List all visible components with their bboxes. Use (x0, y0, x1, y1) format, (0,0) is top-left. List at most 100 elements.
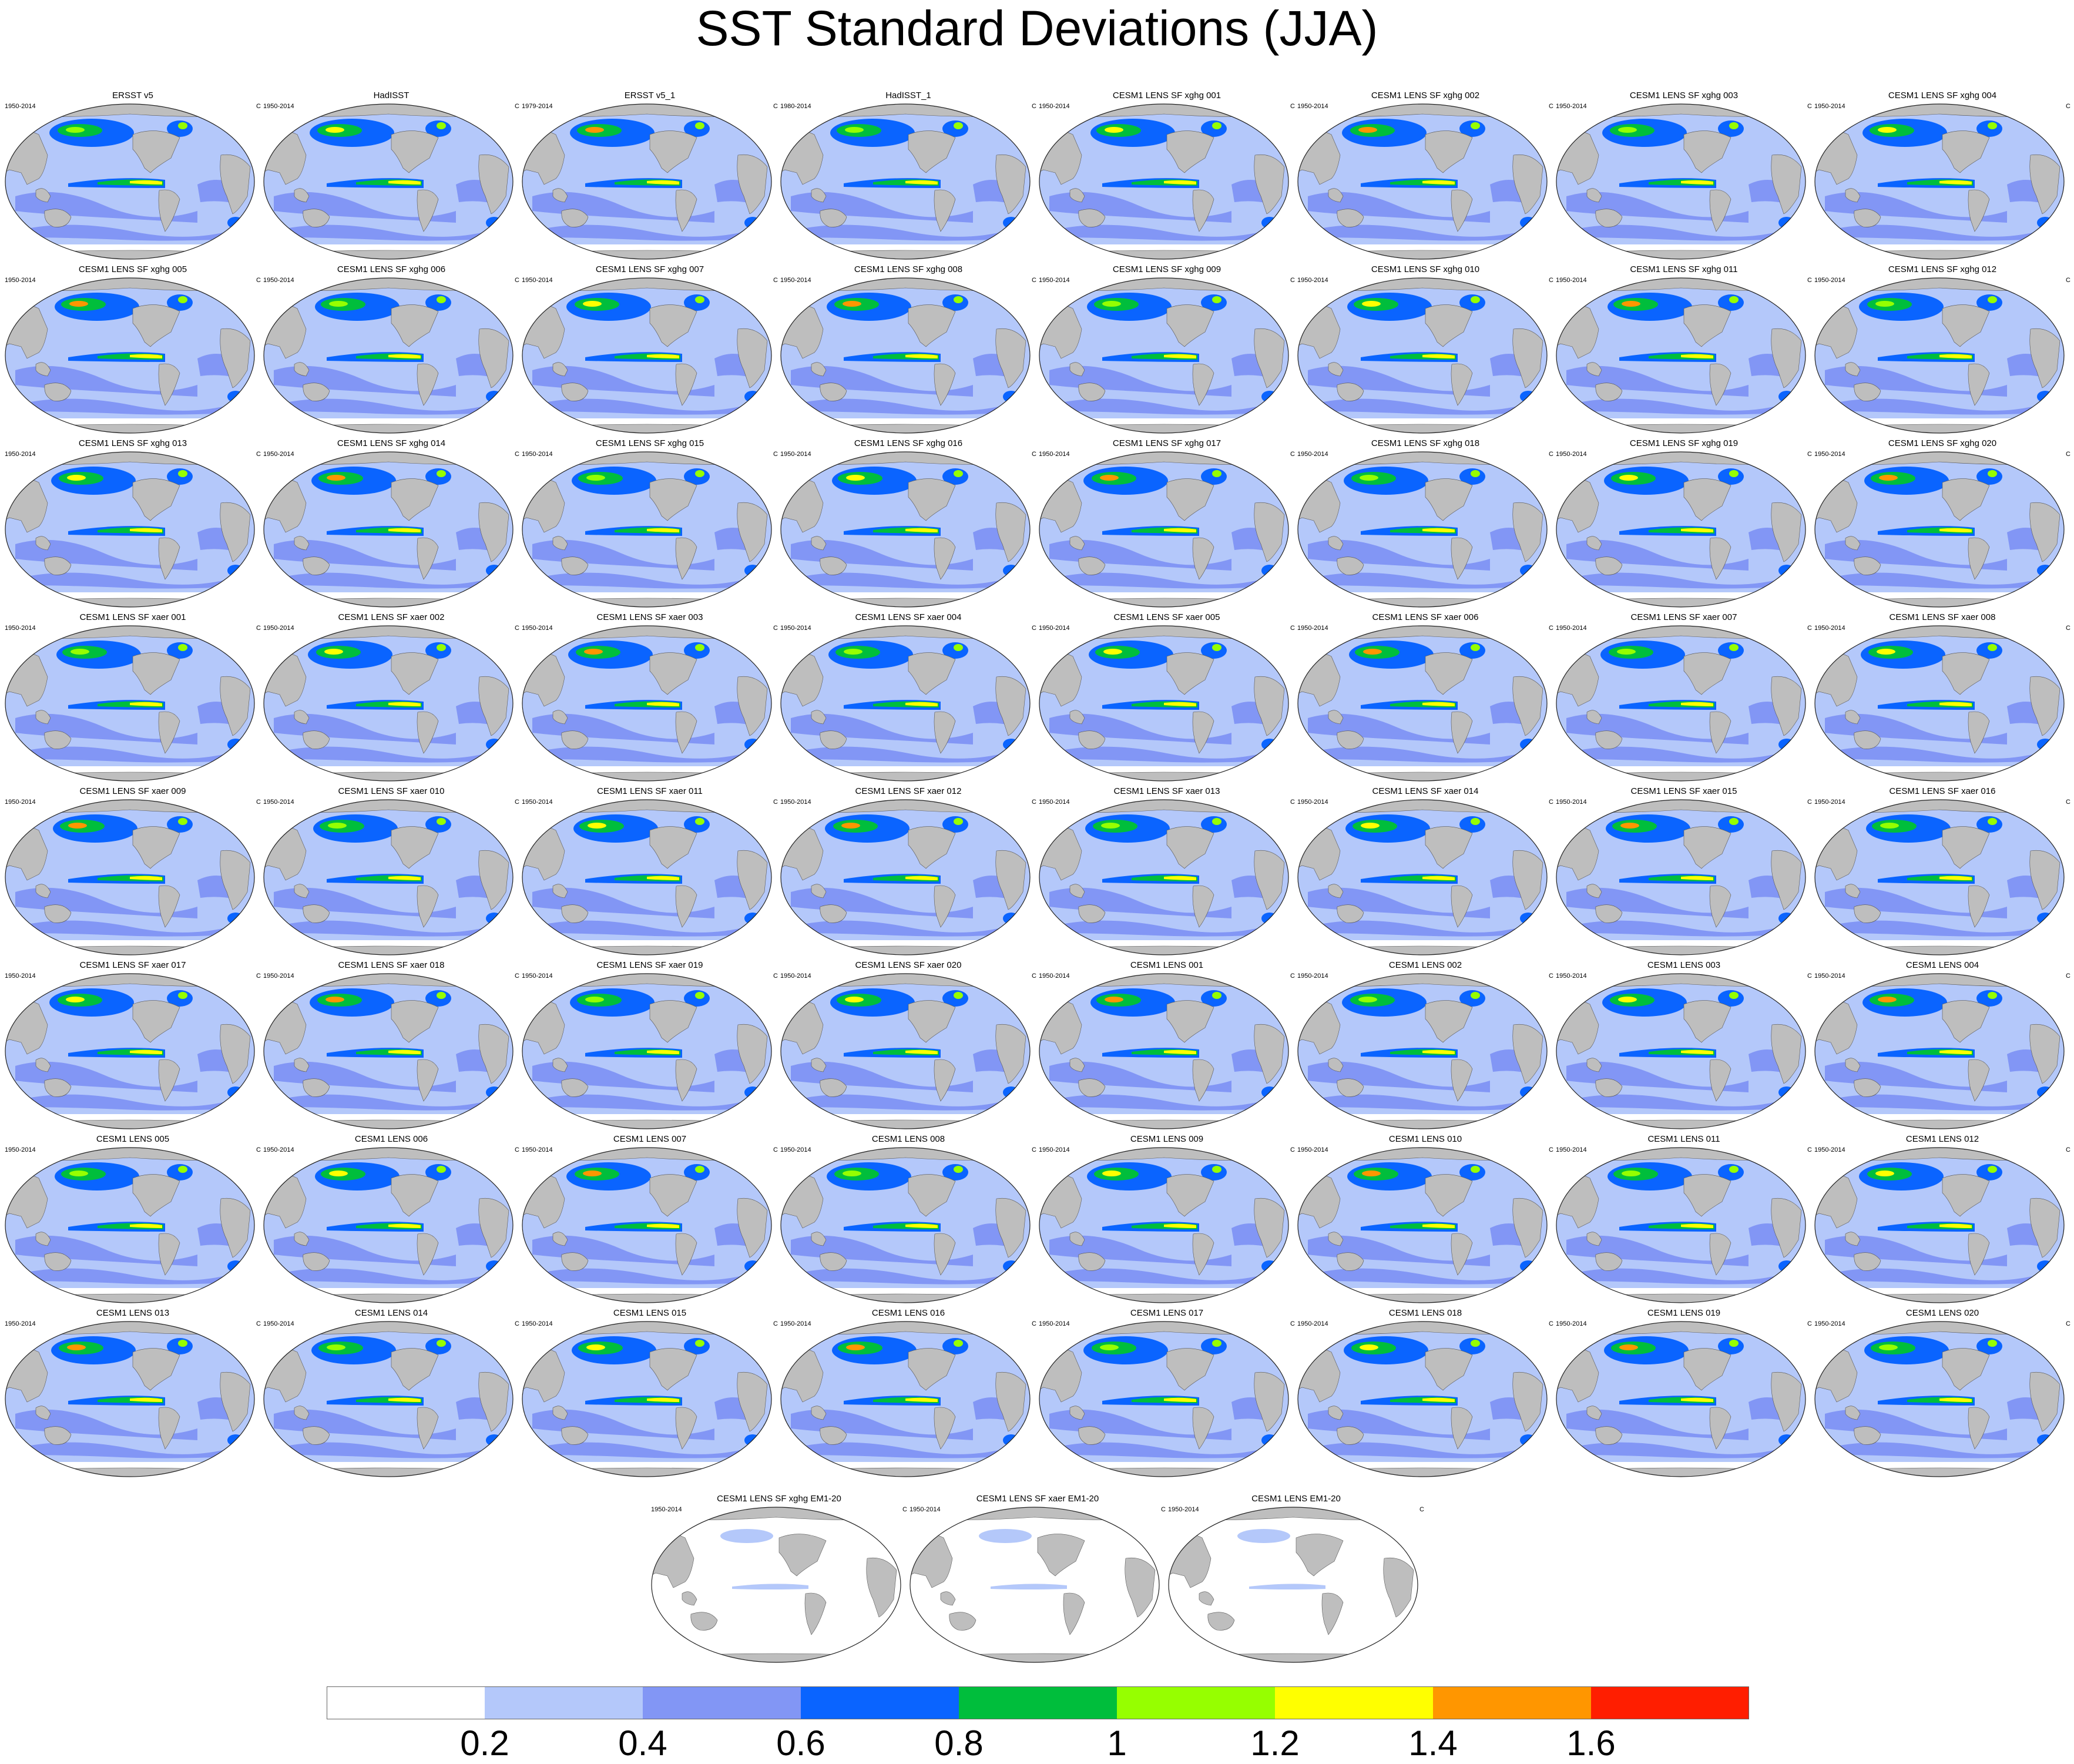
panel-unit: C (1807, 799, 1812, 806)
panel-title: CESM1 LENS SF xaer 008 (1889, 612, 1996, 622)
panel-title: CESM1 LENS 004 (1905, 960, 1979, 970)
panel-title: CESM1 LENS SF xaer 016 (1889, 786, 1996, 796)
sst-map (522, 799, 772, 955)
sst-map (1297, 625, 1548, 782)
map-panel: CESM1 LENS 019 1950-2014 C (1555, 1308, 1813, 1484)
sst-map (1039, 103, 1289, 260)
panel-unit: C (256, 1146, 261, 1153)
panel-years: 1950-2014 (263, 625, 294, 632)
sst-map (1039, 277, 1289, 434)
panel-unit: C (1032, 277, 1036, 284)
sst-map (651, 1507, 901, 1663)
panel-title: CESM1 LENS SF xghg 019 (1629, 438, 1739, 448)
panel-years: 1950-2014 (1039, 972, 1070, 980)
panel-unit: C (773, 277, 778, 284)
panel-unit: C (1161, 1506, 1166, 1513)
map-panel: CESM1 LENS SF xaer 011 1950-2014 C (521, 786, 779, 963)
sst-map (1814, 1321, 2065, 1477)
sst-map (522, 1321, 772, 1477)
panel-title: CESM1 LENS 008 (871, 1134, 945, 1144)
map-panel: CESM1 LENS 002 1950-2014 C (1296, 960, 1555, 1136)
map-panel: CESM1 LENS SF xghg EM1-20 1950-2014 C (650, 1494, 908, 1670)
panel-title: CESM1 LENS 013 (96, 1308, 170, 1318)
colorbar-tick-label: 1.4 (1408, 1723, 1458, 1763)
panel-unit: C (2066, 625, 2070, 632)
panel-title: CESM1 LENS 016 (871, 1308, 945, 1318)
panel-title: CESM1 LENS 001 (1130, 960, 1204, 970)
panel-years: 1950-2014 (1814, 1146, 1845, 1153)
colorbar-tick-label: 0.4 (618, 1723, 667, 1763)
map-panel: CESM1 LENS SF xghg 019 1950-2014 C (1555, 438, 1813, 615)
colorbar-swatch (801, 1686, 959, 1719)
panel-unit: C (515, 972, 519, 980)
panel-unit: C (1032, 1146, 1036, 1153)
panel-years: 1950-2014 (1814, 1320, 1845, 1327)
panel-years: 1950-2014 (1297, 277, 1328, 284)
sst-map (522, 103, 772, 260)
map-panel: CESM1 LENS SF xghg 002 1950-2014 C (1296, 90, 1555, 267)
panel-title: HadISST (373, 90, 410, 100)
panel-title: CESM1 LENS SF xghg EM1-20 (717, 1494, 841, 1504)
panel-unit: C (1549, 103, 1553, 110)
panel-title: CESM1 LENS SF xghg 006 (337, 264, 446, 274)
sst-map (1814, 277, 2065, 434)
sst-map (263, 451, 514, 608)
sst-map (1168, 1507, 1418, 1663)
map-panel: CESM1 LENS 008 1950-2014 C (779, 1134, 1038, 1310)
sst-map (1297, 103, 1548, 260)
panel-years: 1950-2014 (263, 1146, 294, 1153)
panel-title: CESM1 LENS SF xghg 007 (595, 264, 704, 274)
panel-title: CESM1 LENS SF xaer 007 (1630, 612, 1737, 622)
map-panel: CESM1 LENS SF xaer 020 1950-2014 C (779, 960, 1038, 1136)
panel-unit: C (1290, 799, 1295, 806)
panel-unit: C (773, 1320, 778, 1327)
sst-map (1556, 625, 1806, 782)
map-panel: CESM1 LENS SF xaer 010 1950-2014 C (262, 786, 521, 963)
colorbar: 0.2 0.4 0.6 0.8 1 1.2 1.4 1.6 (327, 1686, 1749, 1763)
panel-years: 1950-2014 (522, 1320, 553, 1327)
panel-title: CESM1 LENS 007 (613, 1134, 687, 1144)
panel-unit: C (515, 103, 519, 110)
panel-unit: C (256, 799, 261, 806)
map-panel: CESM1 LENS SF xghg 017 1950-2014 C (1038, 438, 1296, 615)
sst-map (263, 1147, 514, 1303)
panel-unit: C (1032, 103, 1036, 110)
panel-title: CESM1 LENS SF xaer 002 (338, 612, 445, 622)
panel-years: 1950-2014 (5, 277, 36, 284)
panel-years: 1950-2014 (5, 625, 36, 632)
map-panel: CESM1 LENS 003 1950-2014 C (1555, 960, 1813, 1136)
map-panel: CESM1 LENS SF xaer 003 1950-2014 C (521, 612, 779, 789)
panel-years: 1950-2014 (1556, 625, 1587, 632)
map-panel: CESM1 LENS SF xghg 015 1950-2014 C (521, 438, 779, 615)
colorbar-swatch (643, 1686, 801, 1719)
colorbar-swatch (327, 1686, 485, 1719)
panel-title: CESM1 LENS SF xaer 001 (79, 612, 186, 622)
colorbar-tick-label: 1.6 (1566, 1723, 1616, 1763)
panel-unit: C (515, 1146, 519, 1153)
map-panel: CESM1 LENS SF xaer 013 1950-2014 C (1038, 786, 1296, 963)
map-panel: CESM1 LENS SF xghg 014 1950-2014 C (262, 438, 521, 615)
panel-years: 1950-2014 (1297, 625, 1328, 632)
map-panel: CESM1 LENS SF xaer EM1-20 1950-2014 C (908, 1494, 1167, 1670)
map-panel: ERSST v5 1950-2014 C (4, 90, 262, 267)
colorbar-frame (327, 1686, 1749, 1719)
panel-title: CESM1 LENS 002 (1388, 960, 1462, 970)
map-panel: CESM1 LENS EM1-20 1950-2014 C (1167, 1494, 1425, 1670)
map-panel: CESM1 LENS SF xghg 020 1950-2014 C (1813, 438, 2072, 615)
map-panel: CESM1 LENS SF xaer 019 1950-2014 C (521, 960, 779, 1136)
panel-title: CESM1 LENS SF xghg 009 (1112, 264, 1221, 274)
panel-title: CESM1 LENS EM1-20 (1251, 1494, 1341, 1504)
sst-map (1556, 103, 1806, 260)
sst-map (1814, 625, 2065, 782)
sst-map (5, 1147, 255, 1303)
sst-map (522, 1147, 772, 1303)
map-panel: CESM1 LENS SF xaer 004 1950-2014 C (779, 612, 1038, 789)
sst-map (1039, 451, 1289, 608)
map-panel: CESM1 LENS SF xghg 006 1950-2014 C (262, 264, 521, 441)
colorbar-tick-label: 0.8 (934, 1723, 984, 1763)
sst-map (5, 799, 255, 955)
panel-unit: C (1032, 625, 1036, 632)
map-panel: CESM1 LENS SF xghg 008 1950-2014 C (779, 264, 1038, 441)
map-panel: CESM1 LENS SF xaer 008 1950-2014 C (1813, 612, 2072, 789)
colorbar-swatch (1591, 1686, 1749, 1719)
